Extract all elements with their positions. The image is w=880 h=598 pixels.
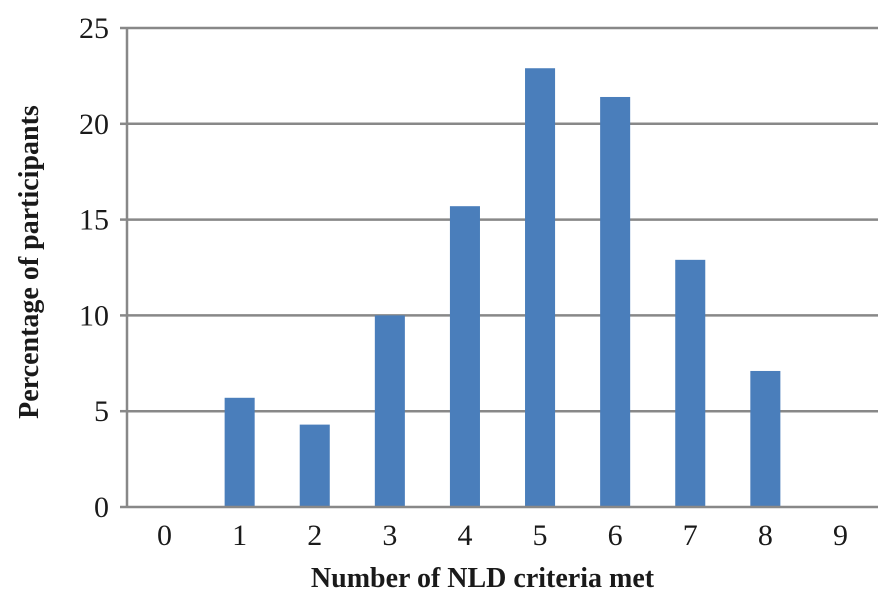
y-tick-labels: 0 5 10 15 20 25 [79,12,109,524]
bar-1 [224,397,255,507]
y-tick-label: 10 [79,299,109,332]
bar-7 [675,259,706,507]
y-tick-label: 0 [94,491,109,524]
y-tick-label: 20 [79,108,109,141]
x-tick-labels: 0 1 2 3 4 5 6 7 8 9 [157,519,848,552]
x-tick-label: 5 [533,519,548,552]
bar-5 [525,68,556,508]
x-tick-label: 7 [683,519,698,552]
x-tick-label: 8 [758,519,773,552]
x-tick-label: 2 [307,519,322,552]
bar-6 [600,96,631,507]
x-tick-label: 1 [232,519,247,552]
x-tick-label: 9 [833,519,848,552]
bar-2 [299,424,330,507]
x-tick-label: 3 [382,519,397,552]
y-axis-title: Percentage of participants [14,105,45,419]
x-tick-label: 6 [608,519,623,552]
x-tick-label: 4 [457,519,472,552]
gridlines [127,26,878,413]
y-tick-label: 25 [79,12,109,45]
axes [120,26,878,509]
y-tick-label: 15 [79,204,109,237]
x-tick-label: 0 [157,519,172,552]
bar-3 [374,315,405,507]
x-axis-title: Number of NLD criteria met [311,563,655,594]
bar-8 [750,370,781,507]
y-tick-label: 5 [94,395,109,428]
bar-4 [449,206,480,508]
bars [224,68,781,508]
